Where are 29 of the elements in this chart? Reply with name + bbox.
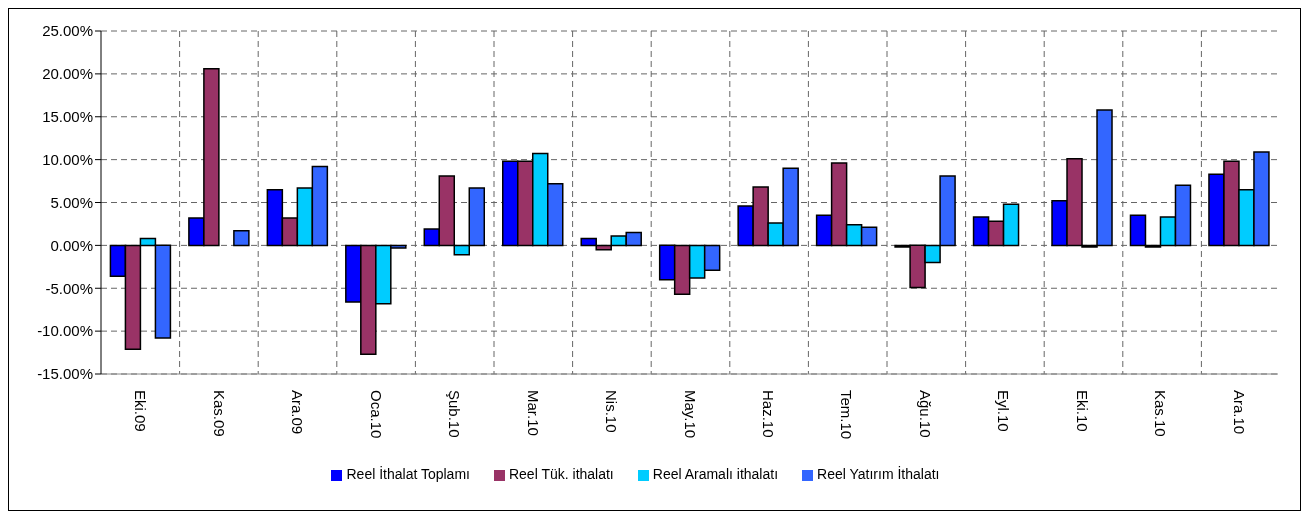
y-tick-label: 10.00%: [42, 150, 93, 168]
x-tick-label: Tem.10: [838, 390, 856, 440]
y-tick-label: 25.00%: [42, 22, 93, 40]
x-tick-label: Ara.09: [289, 390, 307, 435]
x-tick-label: Eki.10: [1073, 390, 1091, 432]
legend-label: Reel Aramalı ithalatı: [652, 466, 779, 482]
bar: [233, 230, 250, 247]
x-tick-label: Mar.10: [524, 390, 542, 436]
y-tick-label: 0.00%: [50, 236, 93, 254]
legend-label: Reel Yatırım İthalatı: [817, 466, 940, 482]
legend-label: Reel İthalat Toplamı: [346, 466, 470, 482]
x-tick-label: Haz.10: [759, 390, 777, 438]
y-tick-label: -10.00%: [37, 322, 93, 340]
x-tick-label: May.10: [681, 390, 699, 439]
x-tick-label: Kas.10: [1152, 390, 1170, 437]
x-tick-label: Eyl.10: [995, 390, 1013, 432]
x-tick-label: Eki.09: [132, 390, 150, 432]
y-tick-label: -15.00%: [37, 365, 93, 383]
x-tick-label: Ara.10: [1230, 390, 1248, 435]
legend-label: Reel Tük. ithalatı: [508, 466, 614, 482]
x-tick-label: Kas.09: [210, 390, 228, 437]
y-tick-label: 20.00%: [42, 65, 93, 83]
y-tick-label: 5.00%: [50, 193, 93, 211]
x-tick-label: Ağu.10: [916, 390, 934, 438]
x-tick-label: Nis.10: [603, 390, 621, 433]
x-tick-label: Şub.10: [446, 390, 464, 438]
y-tick-label: 15.00%: [42, 108, 93, 126]
x-tick-label: Oca.10: [367, 390, 385, 439]
y-tick-label: -5.00%: [45, 279, 93, 297]
